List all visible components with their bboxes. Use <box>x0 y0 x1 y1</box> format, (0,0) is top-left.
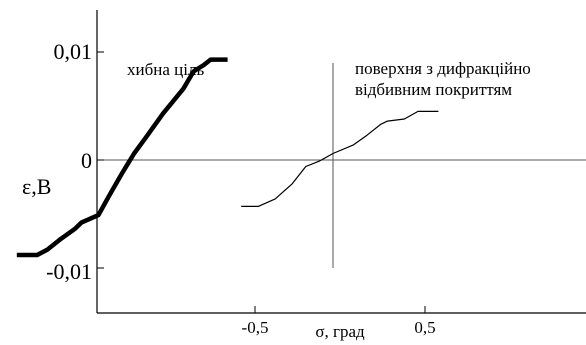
y-tick-label-top: 0,01 <box>54 39 93 64</box>
annotation-diffraction-line1: поверхня з дифракційно <box>355 59 531 78</box>
series-line-diffraction-surface <box>241 110 439 207</box>
x-tick-label-pos: 0,5 <box>414 318 435 337</box>
x-axis-label: σ, град <box>315 322 365 341</box>
y-tick-label-bottom: -0,01 <box>46 259 92 284</box>
y-tick-label-zero: 0 <box>81 148 92 173</box>
annotation-false-target: хибна ціль <box>127 60 204 79</box>
y-axis-label: ε,В <box>22 174 51 199</box>
x-tick-label-neg: -0,5 <box>242 318 269 337</box>
annotation-diffraction-line2: відбивним покриттям <box>355 80 512 99</box>
series-line-false-target <box>16 57 228 258</box>
